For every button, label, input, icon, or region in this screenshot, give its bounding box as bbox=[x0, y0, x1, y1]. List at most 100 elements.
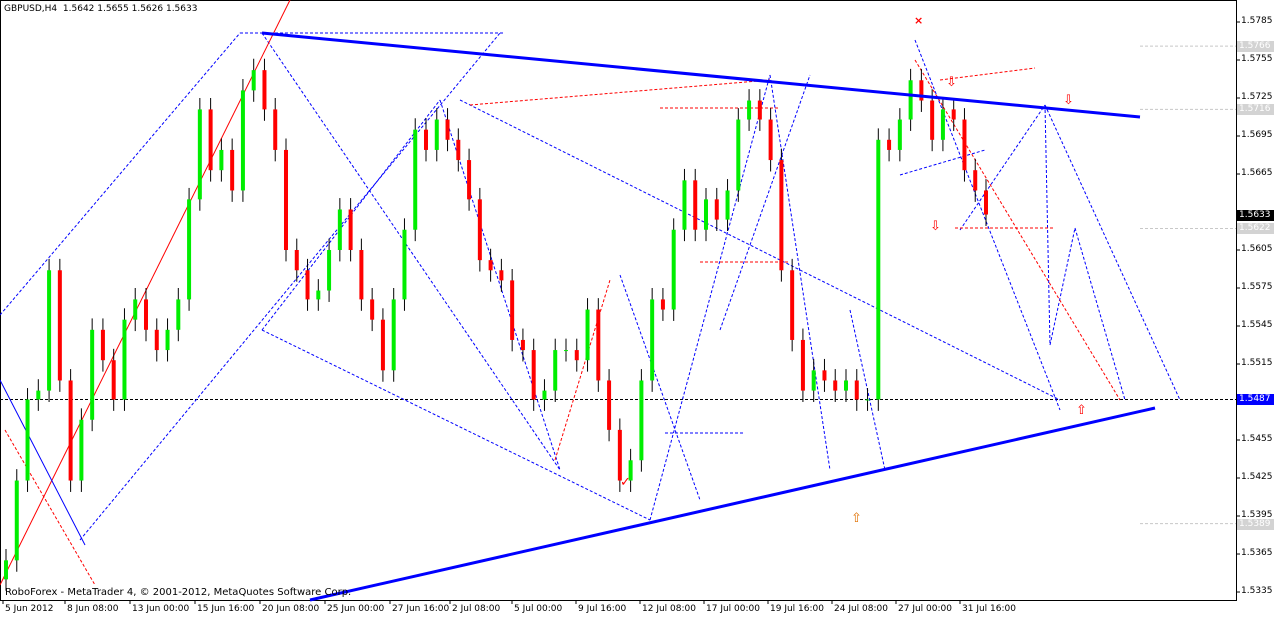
candle-body bbox=[219, 149, 224, 171]
candle bbox=[930, 89, 935, 152]
ohlc-label: 1.5642 1.5655 1.5626 1.5633 bbox=[62, 4, 198, 14]
candle-body bbox=[553, 350, 558, 391]
candle bbox=[424, 118, 428, 162]
down-arrow-icon: ⇩ bbox=[930, 219, 941, 234]
candle-body bbox=[854, 380, 859, 400]
x-tick-label: 25 Jun 00:00 bbox=[327, 604, 385, 614]
candle-body bbox=[585, 309, 590, 361]
candle-body bbox=[90, 329, 95, 420]
up-arrow-icon: ⇧ bbox=[1076, 403, 1087, 418]
x-tick-label: 5 Jun 2012 bbox=[5, 604, 54, 614]
candle-body bbox=[284, 149, 288, 251]
candle-body bbox=[208, 109, 213, 171]
copyright-text: RoboForex - MetaTrader 4, © 2001-2012, M… bbox=[5, 587, 352, 598]
candle bbox=[736, 108, 741, 202]
price-tag-level: 1.5389 bbox=[1237, 518, 1274, 530]
candle-body bbox=[380, 319, 385, 371]
candle bbox=[36, 379, 41, 411]
red-line bbox=[469, 79, 771, 106]
x-tick-label: 31 Jul 16:00 bbox=[962, 604, 1016, 614]
candle-body bbox=[348, 209, 353, 251]
x-tick-label: 8 Jun 08:00 bbox=[67, 604, 119, 614]
candle bbox=[305, 258, 310, 311]
candle-body bbox=[973, 170, 978, 191]
candle-body bbox=[682, 180, 687, 230]
candle-body bbox=[736, 119, 741, 191]
candle bbox=[230, 138, 235, 202]
candle-body bbox=[477, 199, 482, 261]
candle bbox=[790, 258, 795, 352]
x-tick-label: 5 Jul 00:00 bbox=[514, 604, 563, 614]
candle-body bbox=[100, 329, 105, 361]
candle-body bbox=[240, 90, 245, 191]
candle bbox=[779, 148, 784, 282]
candle bbox=[844, 369, 848, 403]
candle bbox=[714, 187, 719, 232]
candle-body bbox=[779, 160, 784, 271]
candle-body bbox=[628, 460, 633, 481]
candle-body bbox=[639, 380, 644, 461]
candle-body bbox=[499, 270, 504, 281]
candle-body bbox=[951, 109, 956, 120]
candle-body bbox=[844, 380, 848, 391]
candle-body bbox=[962, 119, 967, 171]
y-tick-label: 1.5455 bbox=[1241, 434, 1273, 444]
y-tick-label: 1.5725 bbox=[1241, 92, 1273, 102]
candle-body bbox=[596, 309, 601, 381]
candle bbox=[284, 138, 288, 262]
wave-line bbox=[719, 74, 811, 331]
wave-line bbox=[649, 74, 771, 521]
candle-body bbox=[607, 380, 612, 430]
candle-body bbox=[531, 350, 536, 400]
red-line bbox=[939, 67, 1036, 81]
wave-line bbox=[769, 74, 831, 471]
x-tick-label: 9 Jul 16:00 bbox=[578, 604, 627, 614]
candle-body bbox=[370, 299, 375, 320]
candle-body bbox=[467, 160, 472, 200]
candle bbox=[973, 158, 978, 202]
candle-body bbox=[908, 80, 913, 120]
candle-body bbox=[262, 70, 267, 110]
candle bbox=[434, 108, 439, 162]
y-tick-label: 1.5665 bbox=[1241, 168, 1273, 178]
y-tick-label: 1.5515 bbox=[1241, 358, 1273, 368]
candle bbox=[327, 238, 332, 302]
candle bbox=[14, 469, 19, 572]
candle-body bbox=[488, 260, 493, 271]
y-tick-label: 1.5755 bbox=[1241, 54, 1273, 64]
candle-body bbox=[510, 280, 515, 340]
candle bbox=[596, 298, 601, 392]
lower-triangle-line bbox=[309, 406, 1156, 602]
candle-body bbox=[930, 100, 935, 140]
candle-body bbox=[14, 480, 19, 561]
candle-body bbox=[25, 399, 30, 481]
candle bbox=[811, 358, 816, 403]
candle-body bbox=[650, 299, 655, 381]
candle-body bbox=[165, 329, 170, 351]
candle bbox=[865, 388, 870, 411]
candle bbox=[639, 369, 644, 472]
candle-body bbox=[714, 199, 719, 220]
candle bbox=[854, 369, 859, 411]
candle bbox=[273, 98, 278, 162]
candle bbox=[467, 148, 472, 211]
candle bbox=[380, 308, 385, 382]
candle bbox=[251, 58, 256, 102]
chart-header: GBPUSD,H4 1.5642 1.5655 1.5626 1.5633 bbox=[4, 4, 197, 14]
candle bbox=[940, 98, 945, 152]
x-tick-label: 24 Jul 08:00 bbox=[834, 604, 888, 614]
y-tick-label: 1.5335 bbox=[1241, 586, 1273, 596]
candle bbox=[984, 179, 988, 226]
candle bbox=[607, 369, 612, 442]
candle bbox=[25, 388, 30, 492]
candle bbox=[197, 98, 202, 211]
candle bbox=[477, 187, 482, 272]
check-marker-icon: ✓ bbox=[620, 475, 631, 490]
candle bbox=[919, 68, 924, 112]
x-tick-label: 19 Jul 16:00 bbox=[770, 604, 824, 614]
candle-body bbox=[660, 299, 665, 310]
y-tick-label: 1.5695 bbox=[1241, 130, 1273, 140]
blue-trendline bbox=[0, 379, 86, 546]
